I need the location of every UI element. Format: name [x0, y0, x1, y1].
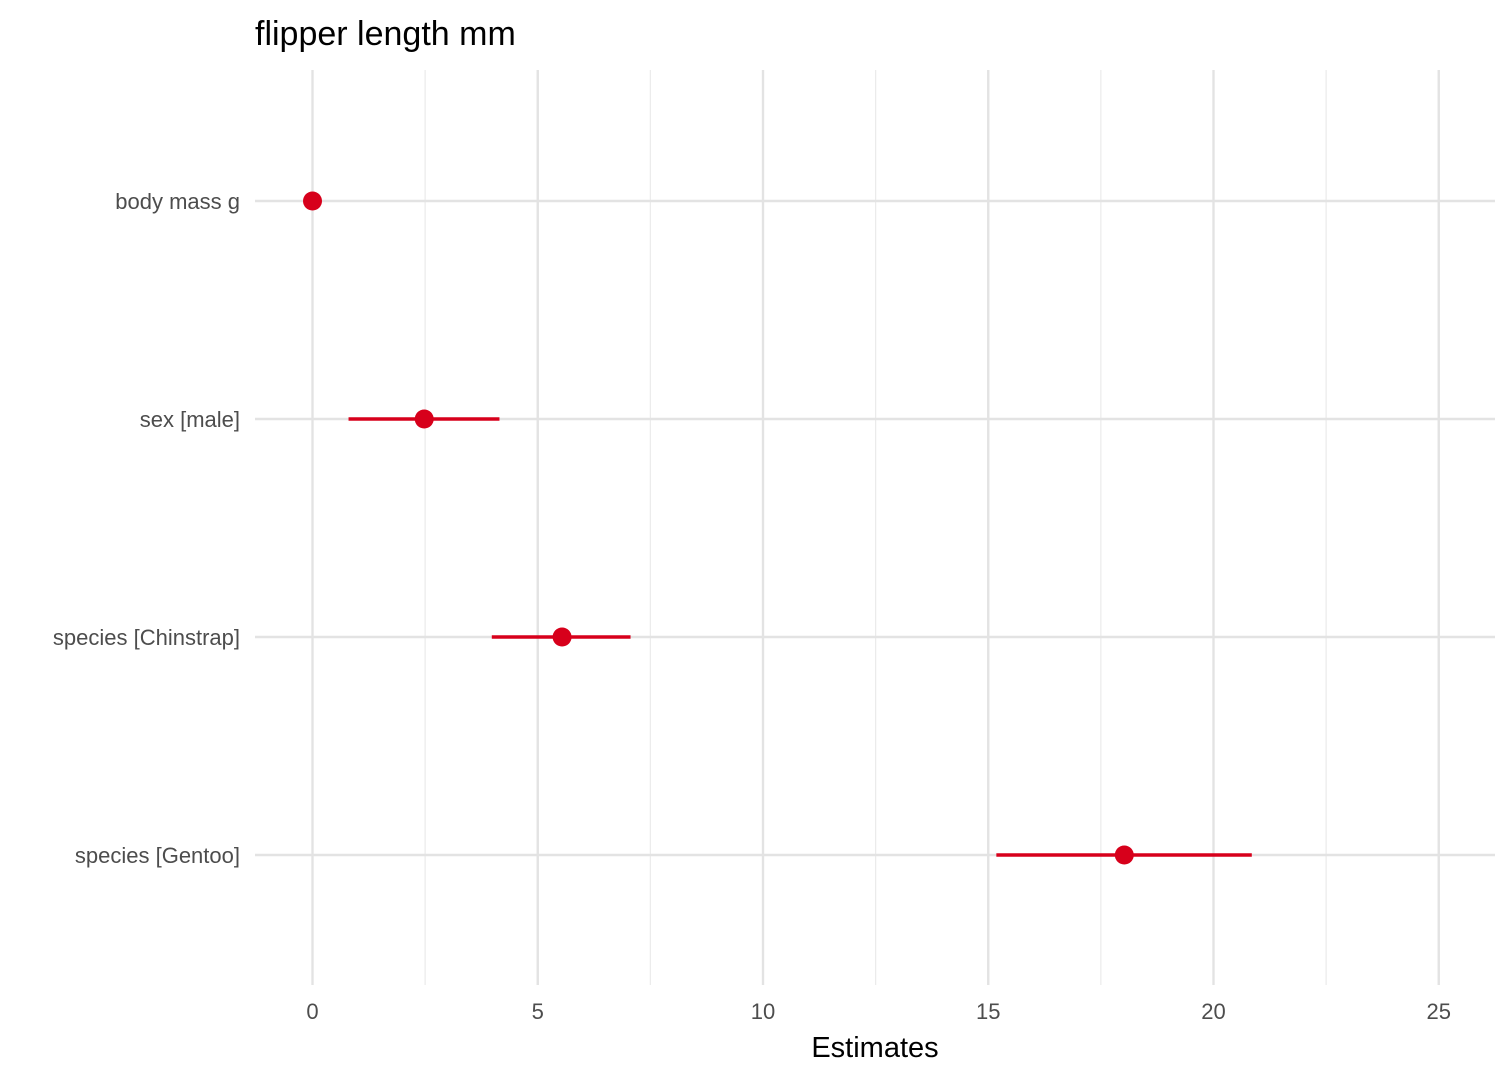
x-axis-label: Estimates [811, 1032, 938, 1064]
grid-layer [255, 70, 1495, 985]
y-tick-label: species [Gentoo] [75, 843, 240, 868]
estimate-point [552, 627, 572, 647]
y-tick-labels: body mass g sex [male] species [Chinstrap]… [53, 189, 240, 868]
x-tick-label: 10 [751, 999, 775, 1024]
estimate-point [1114, 845, 1134, 865]
estimate-point [414, 409, 434, 429]
y-tick-label: species [Chinstrap] [53, 625, 240, 650]
x-tick-label: 0 [306, 999, 318, 1024]
chart-title: flipper length mm [255, 15, 516, 53]
x-tick-labels: 0 5 10 15 20 25 [306, 999, 1451, 1024]
estimate-marks [303, 191, 1252, 865]
x-tick-label: 25 [1427, 999, 1451, 1024]
x-tick-label: 20 [1201, 999, 1225, 1024]
y-tick-label: sex [male] [140, 407, 240, 432]
estimate-point [303, 191, 322, 211]
x-tick-label: 5 [532, 999, 544, 1024]
x-tick-label: 15 [976, 999, 1000, 1024]
y-tick-label: body mass g [115, 189, 240, 214]
